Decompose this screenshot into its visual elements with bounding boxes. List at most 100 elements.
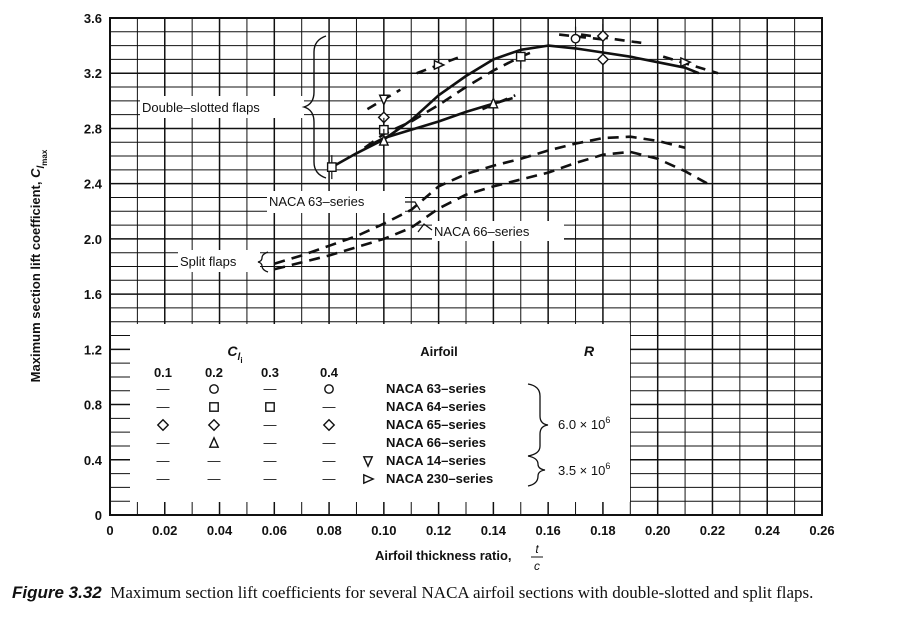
legend-airfoil-header: Airfoil (420, 344, 458, 359)
lift-coefficient-chart: 0 0.02 0.04 0.06 0.08 0.10 0.12 0.14 0.16 0.18 0.2… (28, 11, 835, 573)
x-tick-label: 0.08 (316, 523, 341, 538)
data-point (326, 162, 337, 172)
legend-dash: — (264, 471, 277, 486)
legend-dash: — (323, 435, 336, 450)
y-tick-label: 0.8 (84, 398, 102, 413)
label-split-flaps: Split flaps (180, 254, 237, 269)
legend-dash: — (323, 453, 336, 468)
legend: Cli Airfoil R 0.1 0.2 0.3 0.4 — — NACA 63–series —… (130, 324, 630, 502)
x-axis-fraction-den: c (534, 559, 540, 573)
legend-brace-upper (527, 383, 549, 457)
x-tick-label: 0.24 (755, 523, 781, 538)
legend-dash: — (157, 471, 170, 486)
brace-double-slotted (301, 35, 327, 179)
data-point (596, 53, 610, 66)
curve-line (331, 44, 700, 169)
y-tick-label: 1.2 (84, 342, 102, 357)
fairing-line (481, 94, 516, 111)
legend-airfoil-name: NACA 230–series (386, 471, 493, 486)
data-point (680, 56, 692, 68)
legend-marker (207, 418, 221, 432)
y-tick-label: 2.0 (84, 232, 102, 247)
legend-marker (363, 473, 375, 485)
y-tick-label: 0.4 (84, 453, 103, 468)
legend-airfoil-name: NACA 64–series (386, 399, 486, 414)
brace-split-flaps (257, 251, 269, 273)
legend-marker (209, 402, 219, 412)
legend-cli-value: 0.2 (205, 365, 223, 380)
label-bg (267, 191, 405, 213)
legend-bg (130, 324, 630, 502)
legend-cli-label: Cli (227, 343, 242, 365)
legend-marker (208, 436, 220, 448)
y-tick-label: 3.2 (84, 66, 102, 81)
data-point (488, 96, 499, 109)
x-axis-fraction-num: t (535, 542, 539, 556)
fairing-line (580, 33, 642, 45)
x-tick-label: 0.12 (426, 523, 451, 538)
curve-line (273, 135, 686, 265)
y-tick-label: 3.6 (84, 11, 102, 26)
label-naca66: NACA 66–series (434, 224, 530, 239)
legend-cli-value: 0.4 (320, 365, 339, 380)
y-tick-label: 2.4 (84, 177, 103, 192)
legend-dash: — (264, 417, 277, 432)
data-points (326, 23, 692, 180)
legend-dash: — (323, 399, 336, 414)
y-axis-label: Maximum section lift coefficient, Clmax (28, 149, 49, 382)
legend-cli-value: 0.1 (154, 365, 172, 380)
x-tick-label: 0.20 (645, 523, 670, 538)
label-double-slotted: Double–slotted flaps (142, 100, 260, 115)
x-tick-label: 0.26 (809, 523, 834, 538)
label-naca63: NACA 63–series (269, 194, 365, 209)
x-tick-label: 0 (106, 523, 113, 538)
y-tick-labels: 0 0.4 0.8 1.2 1.6 2.0 2.4 2.8 3.2 3.6 (84, 11, 103, 523)
legend-marker (362, 456, 374, 468)
x-axis-label: Airfoil thickness ratio, (375, 548, 512, 563)
legend-dash: — (208, 471, 221, 486)
legend-airfoil-name: NACA 66–series (386, 435, 486, 450)
legend-dash: — (208, 453, 221, 468)
legend-dash: — (157, 399, 170, 414)
leader-naca63 (405, 201, 421, 211)
legend-airfoil-name: NACA 65–series (386, 417, 486, 432)
curve-line (273, 150, 714, 271)
legend-marker (322, 418, 336, 432)
y-tick-label: 1.6 (84, 287, 102, 302)
legend-dash: — (323, 471, 336, 486)
legend-cli-value: 0.3 (261, 365, 279, 380)
legend-marker (156, 418, 170, 432)
legend-marker (209, 384, 219, 394)
y-tick-label: 0 (95, 508, 102, 523)
legend-dash: — (157, 435, 170, 450)
data-point (515, 51, 526, 62)
legend-r-value: 6.0 × 106 (558, 415, 610, 432)
legend-dash: — (264, 435, 277, 450)
data-point (596, 29, 610, 43)
legend-r-value: 3.5 × 106 (558, 461, 610, 478)
legend-marker (265, 402, 275, 412)
annotations: Double–slotted flaps NACA 63–series NACA 6… (140, 35, 564, 273)
legend-airfoil-name: NACA 63–series (386, 381, 486, 396)
fairing-line (662, 55, 719, 75)
legend-marker (324, 384, 334, 394)
y-tick-label: 2.8 (84, 121, 102, 136)
figure-caption: Figure 3.32 Maximum section lift coeffic… (12, 582, 902, 604)
x-tick-label: 0.16 (535, 523, 560, 538)
legend-dash: — (264, 453, 277, 468)
data-point (378, 133, 390, 146)
label-bg (432, 221, 564, 241)
leader-naca66 (417, 223, 433, 233)
legend-r-header: R (584, 343, 595, 359)
x-tick-label: 0.10 (371, 523, 396, 538)
x-tick-label: 0.22 (700, 523, 725, 538)
x-tick-label: 0.14 (481, 523, 507, 538)
figure-number: Figure 3.32 (12, 583, 102, 602)
legend-dash: — (157, 453, 170, 468)
plot-frame (109, 17, 823, 516)
x-tick-label: 0.02 (152, 523, 177, 538)
legend-brace-lower (527, 455, 546, 487)
data-point (378, 94, 390, 107)
label-bg (178, 250, 260, 272)
x-tick-label: 0.06 (262, 523, 287, 538)
